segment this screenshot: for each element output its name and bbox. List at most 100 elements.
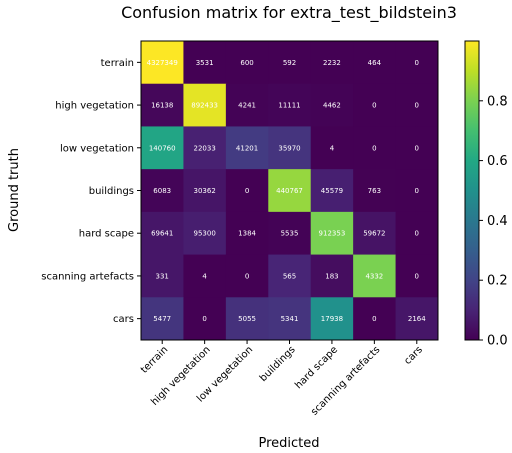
heatmap-cell <box>141 126 184 170</box>
heatmap-cell <box>268 254 312 298</box>
cell-value-label: 4 <box>202 272 207 280</box>
x-axis-label: Predicted <box>258 436 319 451</box>
cell-value-label: 2164 <box>408 315 426 323</box>
y-tick-label: cars <box>113 314 134 325</box>
cell-value-label: 592 <box>283 59 296 67</box>
x-tick-label: cars <box>402 344 425 367</box>
cell-value-label: 17938 <box>321 315 343 323</box>
heatmap-cell <box>310 297 354 341</box>
cell-value-label: 11111 <box>278 102 300 110</box>
heatmap-cell <box>395 211 439 256</box>
heatmap-cell <box>310 169 354 213</box>
cell-value-label: 183 <box>325 272 338 280</box>
cell-value-label: 912353 <box>319 230 346 238</box>
cell-value-label: 5477 <box>153 315 171 323</box>
cell-value-label: 0 <box>245 272 249 280</box>
cell-value-label: 331 <box>156 272 169 280</box>
heatmap-cell <box>183 297 227 341</box>
cell-value-label: 6083 <box>153 187 171 195</box>
heatmap-cell <box>183 41 227 85</box>
heatmap-cell <box>141 41 184 85</box>
x-tick-label: hard scape <box>293 344 340 391</box>
heatmap-cell <box>268 211 312 256</box>
cell-value-label: 59672 <box>363 230 385 238</box>
cell-value-label: 35970 <box>278 144 300 152</box>
colorbar-tick-label: 0.2 <box>487 274 508 289</box>
cell-value-label: 2232 <box>323 59 341 67</box>
colorbar-tick-label: 0.0 <box>487 334 508 349</box>
cell-value-label: 3531 <box>196 59 214 67</box>
heatmap-cell <box>268 169 312 213</box>
heatmap-cell <box>353 169 397 213</box>
heatmap-cell <box>395 41 439 85</box>
cell-value-label: 16138 <box>151 102 173 110</box>
x-tick-label: terrain <box>139 344 170 375</box>
cell-value-label: 30362 <box>194 187 216 195</box>
cell-value-label: 5535 <box>281 230 299 238</box>
heatmap-cell <box>353 41 397 85</box>
heatmap-cell <box>141 169 184 213</box>
heatmap-cell <box>268 126 312 170</box>
cell-value-label: 0 <box>415 59 419 67</box>
cell-value-label: 4 <box>330 144 335 152</box>
cell-value-label: 0 <box>202 315 206 323</box>
heatmap-cell <box>353 254 397 298</box>
heatmap-cells: 4327349 3531 600 592 2232 464 0 16138 892433 4241… <box>141 41 439 341</box>
cell-value-label: 4327349 <box>147 59 178 67</box>
cell-value-label: 0 <box>245 187 249 195</box>
heatmap-cell <box>353 211 397 256</box>
heatmap-cell <box>395 83 439 127</box>
chart-title: Confusion matrix for extra_test_bildstei… <box>121 3 457 23</box>
cell-value-label: 0 <box>415 272 419 280</box>
cell-value-label: 4241 <box>238 102 256 110</box>
y-axis-label: Ground truth <box>7 148 22 232</box>
heatmap-cell <box>225 169 269 213</box>
x-tick-label: buildings <box>258 344 298 384</box>
cell-value-label: 464 <box>368 59 382 67</box>
colorbar-tick-label: 0.4 <box>487 214 508 229</box>
y-tick-label: high vegetation <box>55 101 134 112</box>
y-tick-label: terrain <box>101 58 134 69</box>
heatmap-cell <box>310 254 354 298</box>
heatmap-cell <box>225 126 269 170</box>
heatmap-cell <box>395 297 439 341</box>
cell-value-label: 0 <box>415 230 419 238</box>
cell-value-label: 5055 <box>238 315 256 323</box>
heatmap-cell <box>395 126 439 170</box>
y-tick-label: buildings <box>89 186 134 197</box>
cell-value-label: 440767 <box>276 187 303 195</box>
heatmap-cell <box>268 297 312 341</box>
heatmap-cell <box>141 211 184 256</box>
heatmap-cell <box>310 126 354 170</box>
heatmap-cell <box>395 169 439 213</box>
heatmap-cell <box>268 41 312 85</box>
colorbar-tick-label: 0.6 <box>487 154 508 169</box>
heatmap-cell <box>183 211 227 256</box>
cell-value-label: 0 <box>372 144 376 152</box>
cell-value-label: 5341 <box>281 315 299 323</box>
cell-value-label: 45579 <box>321 187 343 195</box>
heatmap-cell <box>183 254 227 298</box>
colorbar-ticks: 0.0 0.2 0.4 0.6 0.8 <box>479 94 508 349</box>
heatmap-cell <box>353 297 397 341</box>
cell-value-label: 41201 <box>236 144 258 152</box>
colorbar <box>464 40 480 341</box>
cell-value-label: 4462 <box>323 102 341 110</box>
heatmap-cell <box>353 83 397 127</box>
cell-value-label: 22033 <box>194 144 216 152</box>
cell-value-label: 4332 <box>365 272 383 280</box>
cell-value-label: 600 <box>240 59 253 67</box>
heatmap-cell <box>310 41 354 85</box>
cell-value-label: 69641 <box>151 230 173 238</box>
heatmap-cell <box>141 254 184 298</box>
heatmap-cell <box>310 83 354 127</box>
heatmap-cell <box>395 254 439 298</box>
heatmap-cell <box>310 211 354 256</box>
heatmap-cell <box>183 169 227 213</box>
cell-value-label: 565 <box>283 272 296 280</box>
cell-value-label: 1384 <box>238 230 256 238</box>
heatmap-cell <box>141 297 184 341</box>
cell-value-label: 0 <box>372 102 376 110</box>
